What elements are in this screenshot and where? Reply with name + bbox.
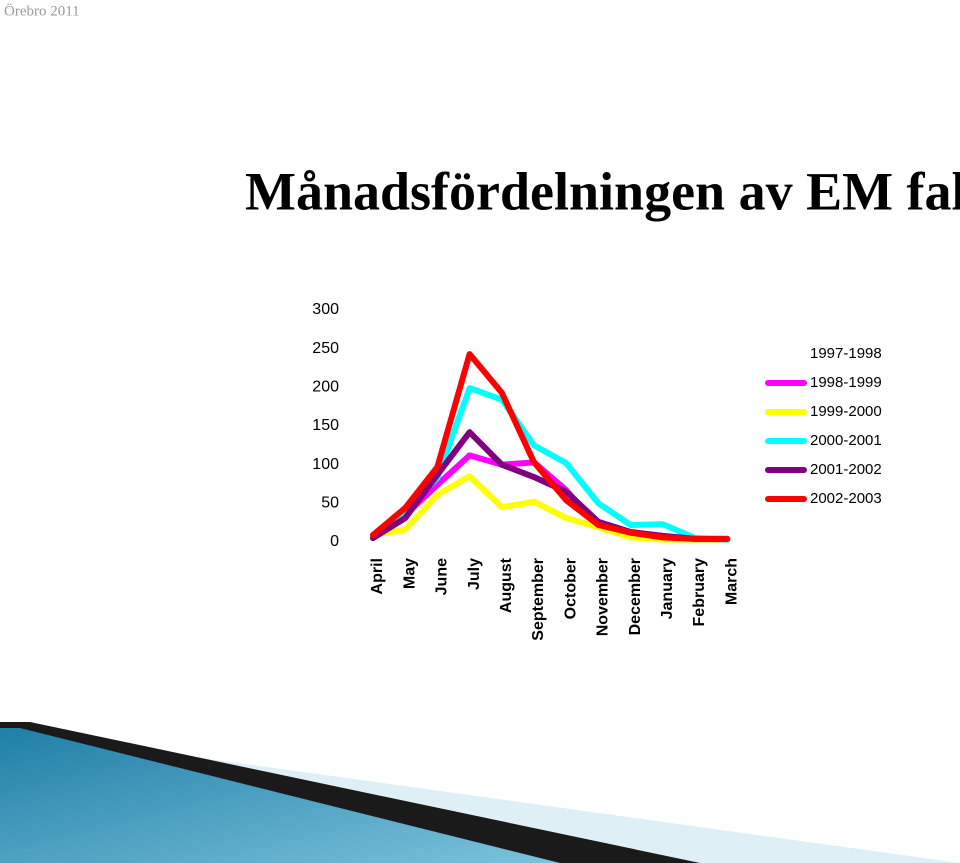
x-tick-label: November <box>595 558 612 636</box>
y-tick-label: 250 <box>312 340 339 357</box>
x-tick-label: January <box>659 558 676 619</box>
legend-label: 1999-2000 <box>810 403 882 420</box>
legend-label: 1998-1999 <box>810 374 882 391</box>
y-tick-label: 200 <box>312 379 339 396</box>
y-tick-label: 100 <box>312 456 339 473</box>
y-tick-label: 50 <box>321 495 339 512</box>
y-tick-label: 150 <box>312 417 339 434</box>
x-tick-label: October <box>562 558 579 619</box>
x-tick-label: June <box>434 558 451 595</box>
decor <box>0 728 560 863</box>
x-tick-label: February <box>691 558 708 627</box>
series-line <box>370 351 731 542</box>
legend-label: 2000-2001 <box>810 432 882 449</box>
x-tick-label: April <box>369 558 386 594</box>
legend-label: 1997-1998 <box>810 345 882 362</box>
y-tick-label: 300 <box>312 301 339 318</box>
x-tick-label: September <box>530 558 547 641</box>
chart-title: Månadsfördelningen av EM fall <box>245 161 960 221</box>
legend-label: 2001-2002 <box>810 461 882 478</box>
header: Örebro 2011 <box>4 2 80 19</box>
x-tick-label: March <box>723 558 740 605</box>
x-tick-label: May <box>401 558 418 589</box>
x-tick-label: August <box>498 557 515 613</box>
series-line <box>370 385 731 543</box>
x-tick-label: December <box>627 558 644 635</box>
legend-label: 2002-2003 <box>810 490 882 507</box>
plot: 0 50 100 150 200 250 300 April May June July August… <box>312 301 881 640</box>
y-tick-label: 0 <box>330 533 339 550</box>
x-tick-label: July <box>466 558 483 590</box>
